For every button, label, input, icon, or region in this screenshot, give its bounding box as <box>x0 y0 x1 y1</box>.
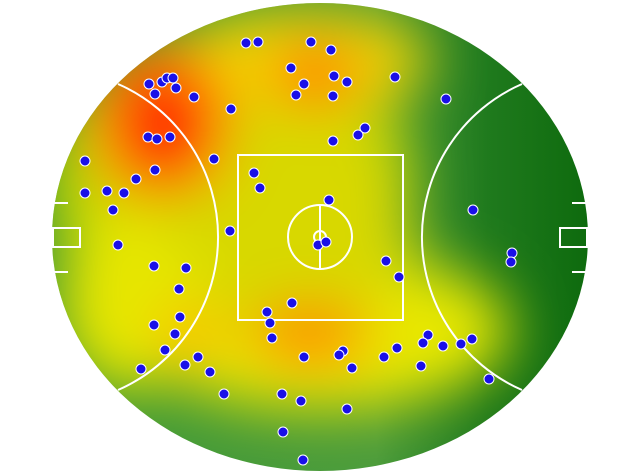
point <box>276 388 288 400</box>
point <box>204 366 216 378</box>
point <box>455 338 467 350</box>
point <box>437 340 449 352</box>
point <box>297 454 309 466</box>
point <box>325 44 337 56</box>
point <box>101 185 113 197</box>
point <box>341 76 353 88</box>
point <box>173 283 185 295</box>
point <box>180 262 192 274</box>
point <box>415 360 427 372</box>
point <box>218 388 230 400</box>
point <box>467 204 479 216</box>
point <box>264 317 276 329</box>
point <box>151 133 163 145</box>
point <box>254 182 266 194</box>
point <box>298 78 310 90</box>
point <box>305 36 317 48</box>
point <box>79 155 91 167</box>
point <box>341 403 353 415</box>
point <box>188 91 200 103</box>
point <box>320 236 332 248</box>
point <box>261 306 273 318</box>
point <box>346 362 358 374</box>
point <box>359 122 371 134</box>
point <box>391 342 403 354</box>
point <box>224 225 236 237</box>
point <box>118 187 130 199</box>
point <box>327 135 339 147</box>
point <box>142 131 154 143</box>
point <box>417 337 429 349</box>
points <box>79 36 518 466</box>
point <box>252 36 264 48</box>
point <box>112 239 124 251</box>
point <box>277 426 289 438</box>
point <box>286 297 298 309</box>
point <box>159 344 171 356</box>
point <box>380 255 392 267</box>
point <box>248 167 260 179</box>
point <box>323 194 335 206</box>
point <box>149 164 161 176</box>
point <box>225 103 237 115</box>
point <box>298 351 310 363</box>
point <box>107 204 119 216</box>
point <box>290 89 302 101</box>
point <box>148 260 160 272</box>
point <box>266 332 278 344</box>
point <box>208 153 220 165</box>
point <box>285 62 297 74</box>
point <box>240 37 252 49</box>
point <box>174 311 186 323</box>
point <box>295 395 307 407</box>
point <box>130 173 142 185</box>
point <box>483 373 495 385</box>
point <box>333 349 345 361</box>
point <box>352 129 364 141</box>
field-lines <box>52 83 588 391</box>
point <box>466 333 478 345</box>
point <box>179 359 191 371</box>
point <box>393 271 405 283</box>
point <box>135 363 147 375</box>
point <box>143 78 155 90</box>
point <box>440 93 452 105</box>
point <box>327 90 339 102</box>
point <box>169 328 181 340</box>
point <box>422 329 434 341</box>
point <box>506 247 518 259</box>
point <box>79 187 91 199</box>
point <box>164 131 176 143</box>
point <box>170 82 182 94</box>
point <box>328 70 340 82</box>
point <box>389 71 401 83</box>
point <box>167 72 179 84</box>
point <box>192 351 204 363</box>
point <box>505 256 517 268</box>
point <box>378 351 390 363</box>
point <box>149 88 161 100</box>
point <box>148 319 160 331</box>
